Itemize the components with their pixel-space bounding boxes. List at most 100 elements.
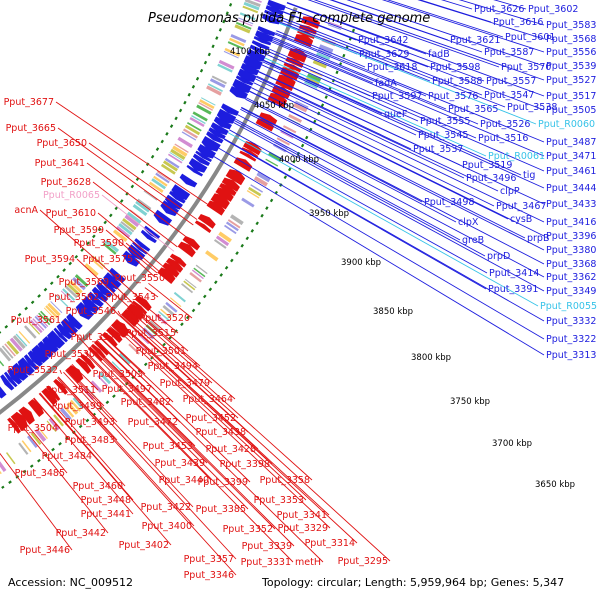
cog-block	[177, 136, 193, 148]
cog-block	[186, 122, 202, 132]
gene-label: Pput_3610	[46, 208, 96, 219]
forward-gene	[179, 173, 198, 188]
gene-label: prpD	[487, 251, 510, 262]
label-leader	[85, 351, 294, 563]
forward-gene	[262, 13, 281, 25]
cog-block	[99, 372, 112, 385]
cog-block	[169, 151, 184, 162]
forward-gene	[206, 131, 224, 144]
forward-gene	[220, 103, 240, 116]
cog-block	[66, 282, 81, 296]
cog-block	[160, 308, 172, 319]
cog-block	[155, 172, 170, 184]
label-leader	[280, 19, 506, 108]
kbp-labels: 4100 kbp 4050 kbp 4000 kbp 3950 kbp 3900 kbp…	[230, 47, 575, 490]
forward-gene	[0, 374, 15, 391]
gene-label: Pput_3562	[49, 292, 99, 303]
label-leader	[129, 304, 201, 367]
label-leader	[245, 97, 526, 239]
cog-block	[30, 432, 42, 446]
gene-label: Pput_3498	[424, 197, 474, 208]
cog-block	[295, 100, 309, 108]
cog-block	[207, 83, 223, 92]
label-leader	[123, 311, 313, 481]
cog-block	[242, 5, 259, 14]
forward-gene	[264, 9, 282, 19]
cog-block	[229, 214, 244, 226]
label-leader	[115, 319, 358, 544]
gene-label: Pput_3557	[486, 76, 536, 87]
gene-label: Pput_3322	[546, 334, 596, 345]
label-leader	[329, 0, 483, 53]
cog-block	[218, 59, 235, 70]
gene-label: Pput_3448	[81, 495, 131, 506]
gene-label: Pput_3568	[546, 34, 596, 45]
label-leader	[84, 351, 212, 481]
gene-label: Pput_3487	[546, 137, 596, 148]
cog-block	[43, 307, 56, 320]
reverse-gene	[239, 150, 257, 162]
cog-block	[112, 229, 128, 242]
label-leader	[96, 339, 324, 563]
label-leader	[234, 120, 486, 257]
label-leader	[271, 41, 545, 157]
cog-block	[5, 452, 16, 465]
label-leader	[245, 98, 545, 251]
cog-block	[64, 285, 78, 299]
gene-label: Pput_3629	[359, 49, 409, 60]
kbp-label: 4050 kbp	[254, 101, 294, 111]
gene-label: queF	[384, 109, 407, 120]
cog-block	[53, 414, 64, 427]
label-leader	[126, 307, 213, 384]
cog-block	[34, 428, 47, 442]
forward-gene	[134, 238, 151, 252]
gene-label: clpP	[500, 186, 520, 197]
cog-block	[66, 402, 79, 415]
label-leader	[33, 397, 134, 515]
label-leader	[279, 21, 431, 82]
label-leader	[272, 38, 479, 125]
gene-label: Pput_3504	[8, 423, 58, 434]
gene-label: Pput_3399	[198, 477, 248, 488]
gene-label: Pput_R0055	[540, 301, 597, 312]
gene-label: Pput_3428	[206, 444, 256, 455]
forward-gene	[53, 327, 68, 343]
gene-label: Pput_3400	[142, 521, 192, 532]
cog-block	[253, 176, 268, 187]
cog-block	[224, 224, 237, 235]
gene-label: Pput_3526	[480, 119, 530, 130]
cog-block	[129, 209, 144, 220]
label-leader	[39, 392, 172, 546]
forward-gene	[27, 350, 43, 367]
reverse-gene	[221, 177, 240, 192]
forward-gene	[11, 362, 29, 381]
cog-block	[47, 302, 61, 317]
gene-label: greB	[462, 235, 484, 246]
cog-block	[72, 397, 84, 410]
reverse-gene	[53, 378, 68, 395]
label-leader	[117, 310, 121, 316]
reverse-gene	[225, 169, 246, 186]
cog-block	[62, 288, 76, 301]
reverse-gene	[80, 353, 96, 370]
cog-block	[307, 73, 322, 82]
cog-block	[181, 283, 194, 294]
reverse-gene	[276, 74, 296, 88]
gene-label: Pput_3556	[546, 47, 596, 58]
reverse-gene	[177, 241, 196, 258]
label-leader	[148, 282, 193, 319]
reverse-gene	[41, 387, 58, 406]
cog-block	[46, 420, 57, 433]
gene-label: Pput_3391	[488, 284, 538, 295]
label-leader	[111, 324, 331, 529]
forward-gene	[255, 30, 274, 43]
gene-label: Pput_3511	[46, 385, 96, 396]
forward-gene	[257, 26, 276, 37]
gene-label: prpB	[527, 233, 549, 244]
forward-gene	[235, 75, 254, 86]
gene-label: Pput_3484	[42, 451, 92, 462]
label-leader	[92, 181, 178, 248]
reverse-gene	[287, 48, 308, 63]
gene-label: Pput_3517	[546, 91, 596, 102]
